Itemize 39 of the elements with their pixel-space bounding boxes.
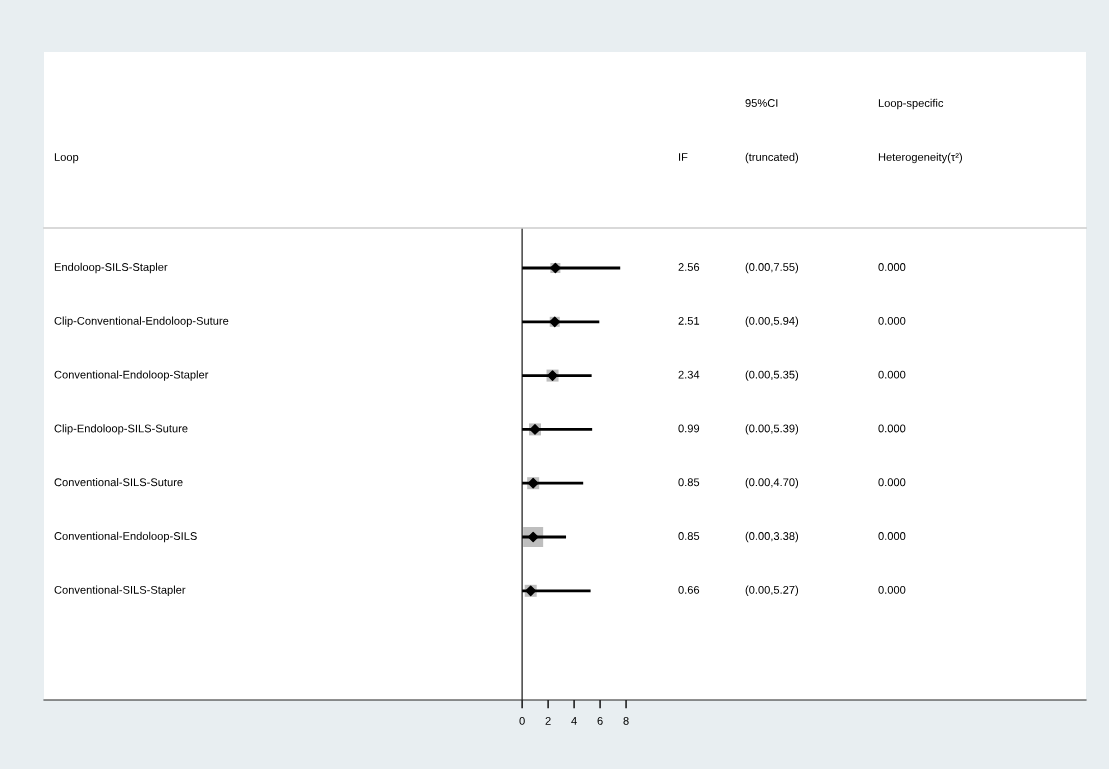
annotation: (0.00,5.27) bbox=[745, 585, 799, 596]
text: Loop-specific bbox=[878, 98, 944, 110]
annotation: 0.85 bbox=[678, 532, 700, 540]
y-tick-label: Conventional-SILS-Stapler bbox=[54, 585, 186, 596]
annotation: 0.000 bbox=[878, 263, 906, 271]
y-tick-label: Conventional-SILS-Suture bbox=[54, 478, 183, 487]
x-tick-label: 8 bbox=[623, 716, 629, 725]
text: 95%CI bbox=[745, 99, 778, 107]
annotation: 2.34 bbox=[678, 370, 700, 379]
x-tick-label: 2 bbox=[545, 716, 551, 725]
annotation: (0.00,4.70) bbox=[745, 478, 799, 489]
x-tick-label: 6 bbox=[597, 716, 603, 725]
x-tick-label: 4 bbox=[571, 717, 577, 725]
annotation: 2.56 bbox=[678, 263, 700, 271]
annotation: 0.000 bbox=[878, 478, 906, 487]
annotation: (0.00,5.35) bbox=[745, 370, 799, 381]
y-tick-label: Conventional-Endoloop-Stapler bbox=[54, 370, 209, 381]
text: Loop bbox=[54, 153, 79, 164]
text: Heterogeneity(τ²) bbox=[878, 152, 962, 164]
annotation: (0.00,3.38) bbox=[745, 531, 799, 543]
annotation: 0.000 bbox=[878, 370, 906, 379]
annotation: 0.000 bbox=[878, 424, 906, 433]
x-tick-label: 0 bbox=[519, 716, 525, 725]
y-tick-label: Clip-Conventional-Endoloop-Suture bbox=[54, 316, 229, 327]
annotation: 0.000 bbox=[878, 532, 906, 540]
annotation: 0.000 bbox=[878, 316, 906, 325]
annotation: 0.66 bbox=[678, 585, 700, 594]
annotation: (0.00,5.94) bbox=[745, 316, 799, 327]
annotation: 0.99 bbox=[678, 424, 700, 433]
annotation: 0.85 bbox=[678, 478, 700, 487]
annotation: 2.51 bbox=[678, 316, 700, 325]
y-tick-label: Clip-Endoloop-SILS-Suture bbox=[54, 424, 188, 435]
annotation: 0.000 bbox=[878, 585, 906, 594]
text: (truncated) bbox=[745, 152, 799, 164]
y-tick-label: Endoloop-SILS-Stapler bbox=[54, 262, 168, 274]
annotation: (0.00,7.55) bbox=[745, 262, 799, 274]
y-tick-label: Conventional-Endoloop-SILS bbox=[54, 531, 197, 543]
annotation: (0.00,5.39) bbox=[745, 424, 799, 435]
text: IF bbox=[679, 153, 688, 161]
